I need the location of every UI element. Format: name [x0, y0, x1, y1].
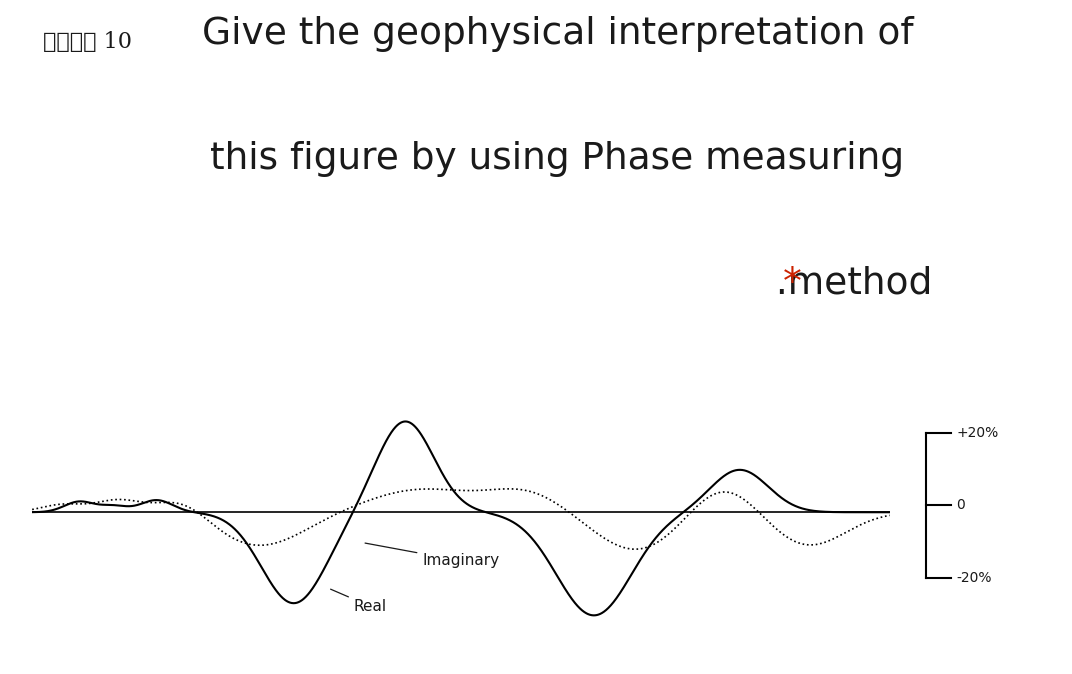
Text: +20%: +20%	[956, 426, 999, 440]
Text: Imaginary: Imaginary	[366, 543, 500, 568]
Text: Real: Real	[330, 589, 387, 614]
Text: نقاط 10: نقاط 10	[43, 31, 132, 53]
Text: this figure by using Phase measuring: this figure by using Phase measuring	[210, 141, 905, 177]
Text: .method: .method	[764, 266, 933, 302]
Text: Give the geophysical interpretation of: Give the geophysical interpretation of	[202, 16, 913, 52]
Text: 0: 0	[956, 497, 965, 512]
Text: -20%: -20%	[956, 572, 992, 585]
Text: *: *	[783, 266, 802, 302]
